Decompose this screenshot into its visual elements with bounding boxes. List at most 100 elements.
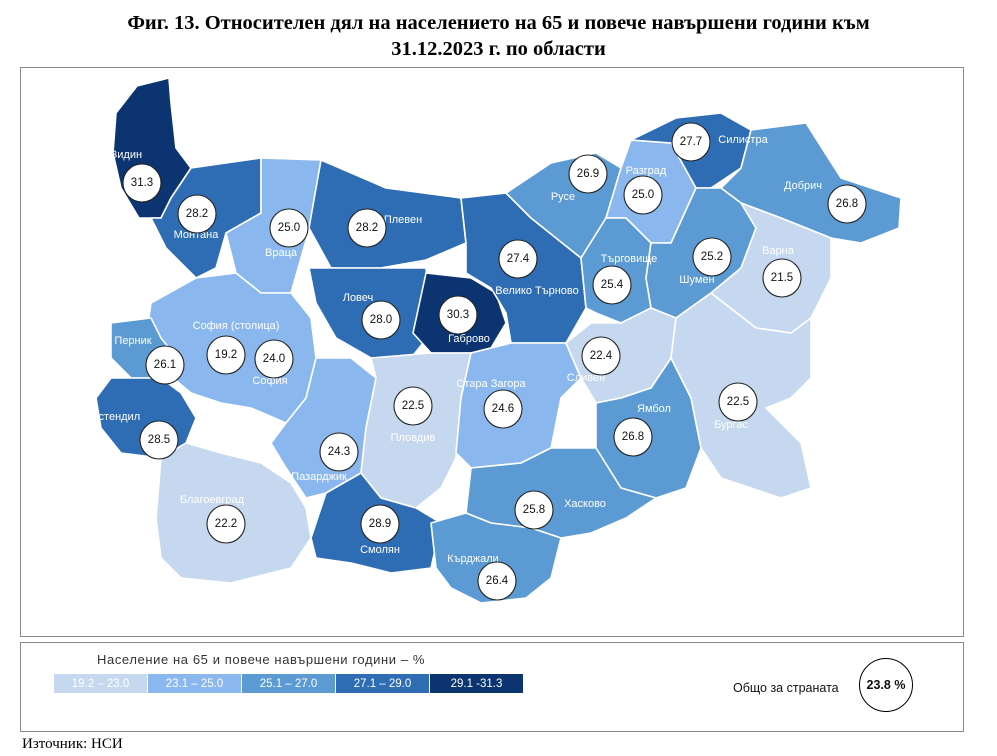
region-value-sofiya: 24.0 xyxy=(263,353,285,365)
region-value-vidin: 31.3 xyxy=(131,177,153,189)
region-name-razgrad: Разград xyxy=(626,165,667,177)
region-value-gabrovo: 30.3 xyxy=(447,309,469,321)
value-marker-blagoevgrad xyxy=(206,504,246,544)
value-marker-razgrad xyxy=(623,175,663,215)
region-name-smolyan: Смолян xyxy=(360,544,400,556)
region-value-stara-zagora: 24.6 xyxy=(492,403,514,415)
national-total-label: Общо за страната xyxy=(733,681,839,695)
value-marker-ruse xyxy=(568,154,608,194)
figure-title-line2: 31.12.2023 г. по области xyxy=(391,38,606,60)
value-marker-pernik xyxy=(145,345,185,385)
region-name-pernik: Перник xyxy=(114,335,151,347)
region-name-veliko-tarnovo: Велико Търново xyxy=(495,285,579,297)
region-name-burgas: Бургас xyxy=(714,419,748,431)
region-name-gabrovo: Габрово xyxy=(448,333,490,345)
value-marker-pleven xyxy=(347,208,387,248)
legend-class-2: 23.1 – 25.0 xyxy=(147,673,242,694)
region-value-razgrad: 25.0 xyxy=(632,189,654,201)
value-marker-haskovo xyxy=(514,490,554,530)
region-value-yambol: 26.8 xyxy=(622,431,644,443)
region-name-pleven: Плевен xyxy=(384,214,422,226)
region-name-vratsa: Враца xyxy=(265,247,298,259)
region-value-vratsa: 25.0 xyxy=(278,222,300,234)
region-value-pleven: 28.2 xyxy=(356,222,378,234)
region-name-silistra: Силистра xyxy=(718,134,768,146)
value-marker-kardzhali xyxy=(477,561,517,601)
region-name-varna: Варна xyxy=(762,245,795,257)
value-marker-vidin xyxy=(122,163,162,203)
region-value-pernik: 26.1 xyxy=(154,359,176,371)
value-marker-burgas xyxy=(718,382,758,422)
region-value-dobrich: 26.8 xyxy=(836,198,858,210)
region-name-sofiya: София xyxy=(252,375,287,387)
region-kardzhali xyxy=(430,512,562,604)
legend-class-1: 19.2 – 23.0 xyxy=(53,673,148,694)
legend-class-5: 29.1 -31.3 xyxy=(429,673,524,694)
value-marker-sofiya xyxy=(254,339,294,379)
bulgaria-map: Видин 31.3 Монтана 28.2 Враца 25.0 Плевен 28.2 Л… xyxy=(84,77,902,604)
value-marker-shumen xyxy=(692,237,732,277)
region-value-silistra: 27.7 xyxy=(680,136,702,148)
value-marker-dobrich xyxy=(827,184,867,224)
value-marker-veliko-tarnovo xyxy=(498,239,538,279)
region-name-kardzhali: Кърджали xyxy=(447,553,499,565)
region-value-burgas: 22.5 xyxy=(727,396,749,408)
value-marker-gabrovo xyxy=(438,295,478,335)
value-marker-smolyan xyxy=(360,504,400,544)
region-name-ruse: Русе xyxy=(551,191,575,203)
region-value-targovishte: 25.4 xyxy=(601,279,624,291)
region-value-kyustendil: 28.5 xyxy=(148,434,170,446)
value-marker-sliven xyxy=(581,336,621,376)
value-marker-varna xyxy=(762,258,802,298)
region-value-blagoevgrad: 22.2 xyxy=(215,518,237,530)
map-frame: Видин 31.3 Монтана 28.2 Враца 25.0 Плевен 28.2 Л… xyxy=(20,67,964,637)
region-name-sliven: Сливен xyxy=(567,372,605,384)
value-marker-stara-zagora xyxy=(483,389,523,429)
value-marker-plovdiv xyxy=(393,386,433,426)
legend-panel: Население на 65 и повече навършени годин… xyxy=(20,642,964,732)
value-marker-targovishte xyxy=(592,265,632,305)
region-name-sofiya-stolitsa: София (столица) xyxy=(193,320,280,332)
legend-title: Население на 65 и повече навършени годин… xyxy=(97,652,426,667)
region-value-pazardzhik: 24.3 xyxy=(328,446,350,458)
region-value-haskovo: 25.8 xyxy=(523,504,545,516)
value-marker-kyustendil xyxy=(139,420,179,460)
region-name-kyustendil: Кюстендил xyxy=(84,411,140,423)
region-name-yambol: Ямбол xyxy=(637,403,671,415)
region-value-sofiya-stolitsa: 19.2 xyxy=(215,349,237,361)
legend-swatches: 19.2 – 23.0 23.1 – 25.0 25.1 – 27.0 27.1 – … xyxy=(53,673,524,694)
region-value-veliko-tarnovo: 27.4 xyxy=(507,253,530,265)
region-name-pazardzhik: Пазарджик xyxy=(291,471,347,483)
region-name-shumen: Шумен xyxy=(679,274,714,286)
legend-class-3: 25.1 – 27.0 xyxy=(241,673,336,694)
region-value-montana: 28.2 xyxy=(186,208,208,220)
region-value-smolyan: 28.9 xyxy=(369,518,391,530)
figure-title-line1: Фиг. 13. Относителен дял на населението … xyxy=(127,12,870,34)
legend-class-4: 27.1 – 29.0 xyxy=(335,673,430,694)
value-marker-silistra xyxy=(671,122,711,162)
region-name-montana: Монтана xyxy=(174,229,220,241)
value-marker-pazardzhik xyxy=(319,432,359,472)
region-name-stara-zagora: Стара Загора xyxy=(456,378,526,390)
figure-title: Фиг. 13. Относителен дял на населението … xyxy=(0,10,997,62)
value-marker-lovech xyxy=(361,300,401,340)
region-name-plovdiv: Пловдив xyxy=(391,432,436,444)
region-value-varna: 21.5 xyxy=(771,272,793,284)
region-name-blagoevgrad: Благоевград xyxy=(180,494,245,506)
value-marker-vratsa xyxy=(269,208,309,248)
region-name-lovech: Ловеч xyxy=(343,292,374,304)
region-name-dobrich: Добрич xyxy=(784,180,822,192)
region-value-lovech: 28.0 xyxy=(370,314,392,326)
region-name-haskovo: Хасково xyxy=(564,498,606,510)
national-total-value: 23.8 % xyxy=(859,658,913,712)
region-value-sliven: 22.4 xyxy=(590,350,613,362)
region-value-ruse: 26.9 xyxy=(577,168,599,180)
labels-layer: Видин 31.3 Монтана 28.2 Враца 25.0 Плевен 28.2 Л… xyxy=(84,122,867,601)
source-note: Източник: НСИ xyxy=(22,736,123,752)
region-value-kardzhali: 26.4 xyxy=(486,575,509,587)
region-value-shumen: 25.2 xyxy=(701,251,723,263)
region-plovdiv xyxy=(360,352,472,509)
value-marker-sofiya-stolitsa xyxy=(206,335,246,375)
region-name-vidin: Видин xyxy=(110,149,142,161)
region-value-plovdiv: 22.5 xyxy=(402,400,424,412)
